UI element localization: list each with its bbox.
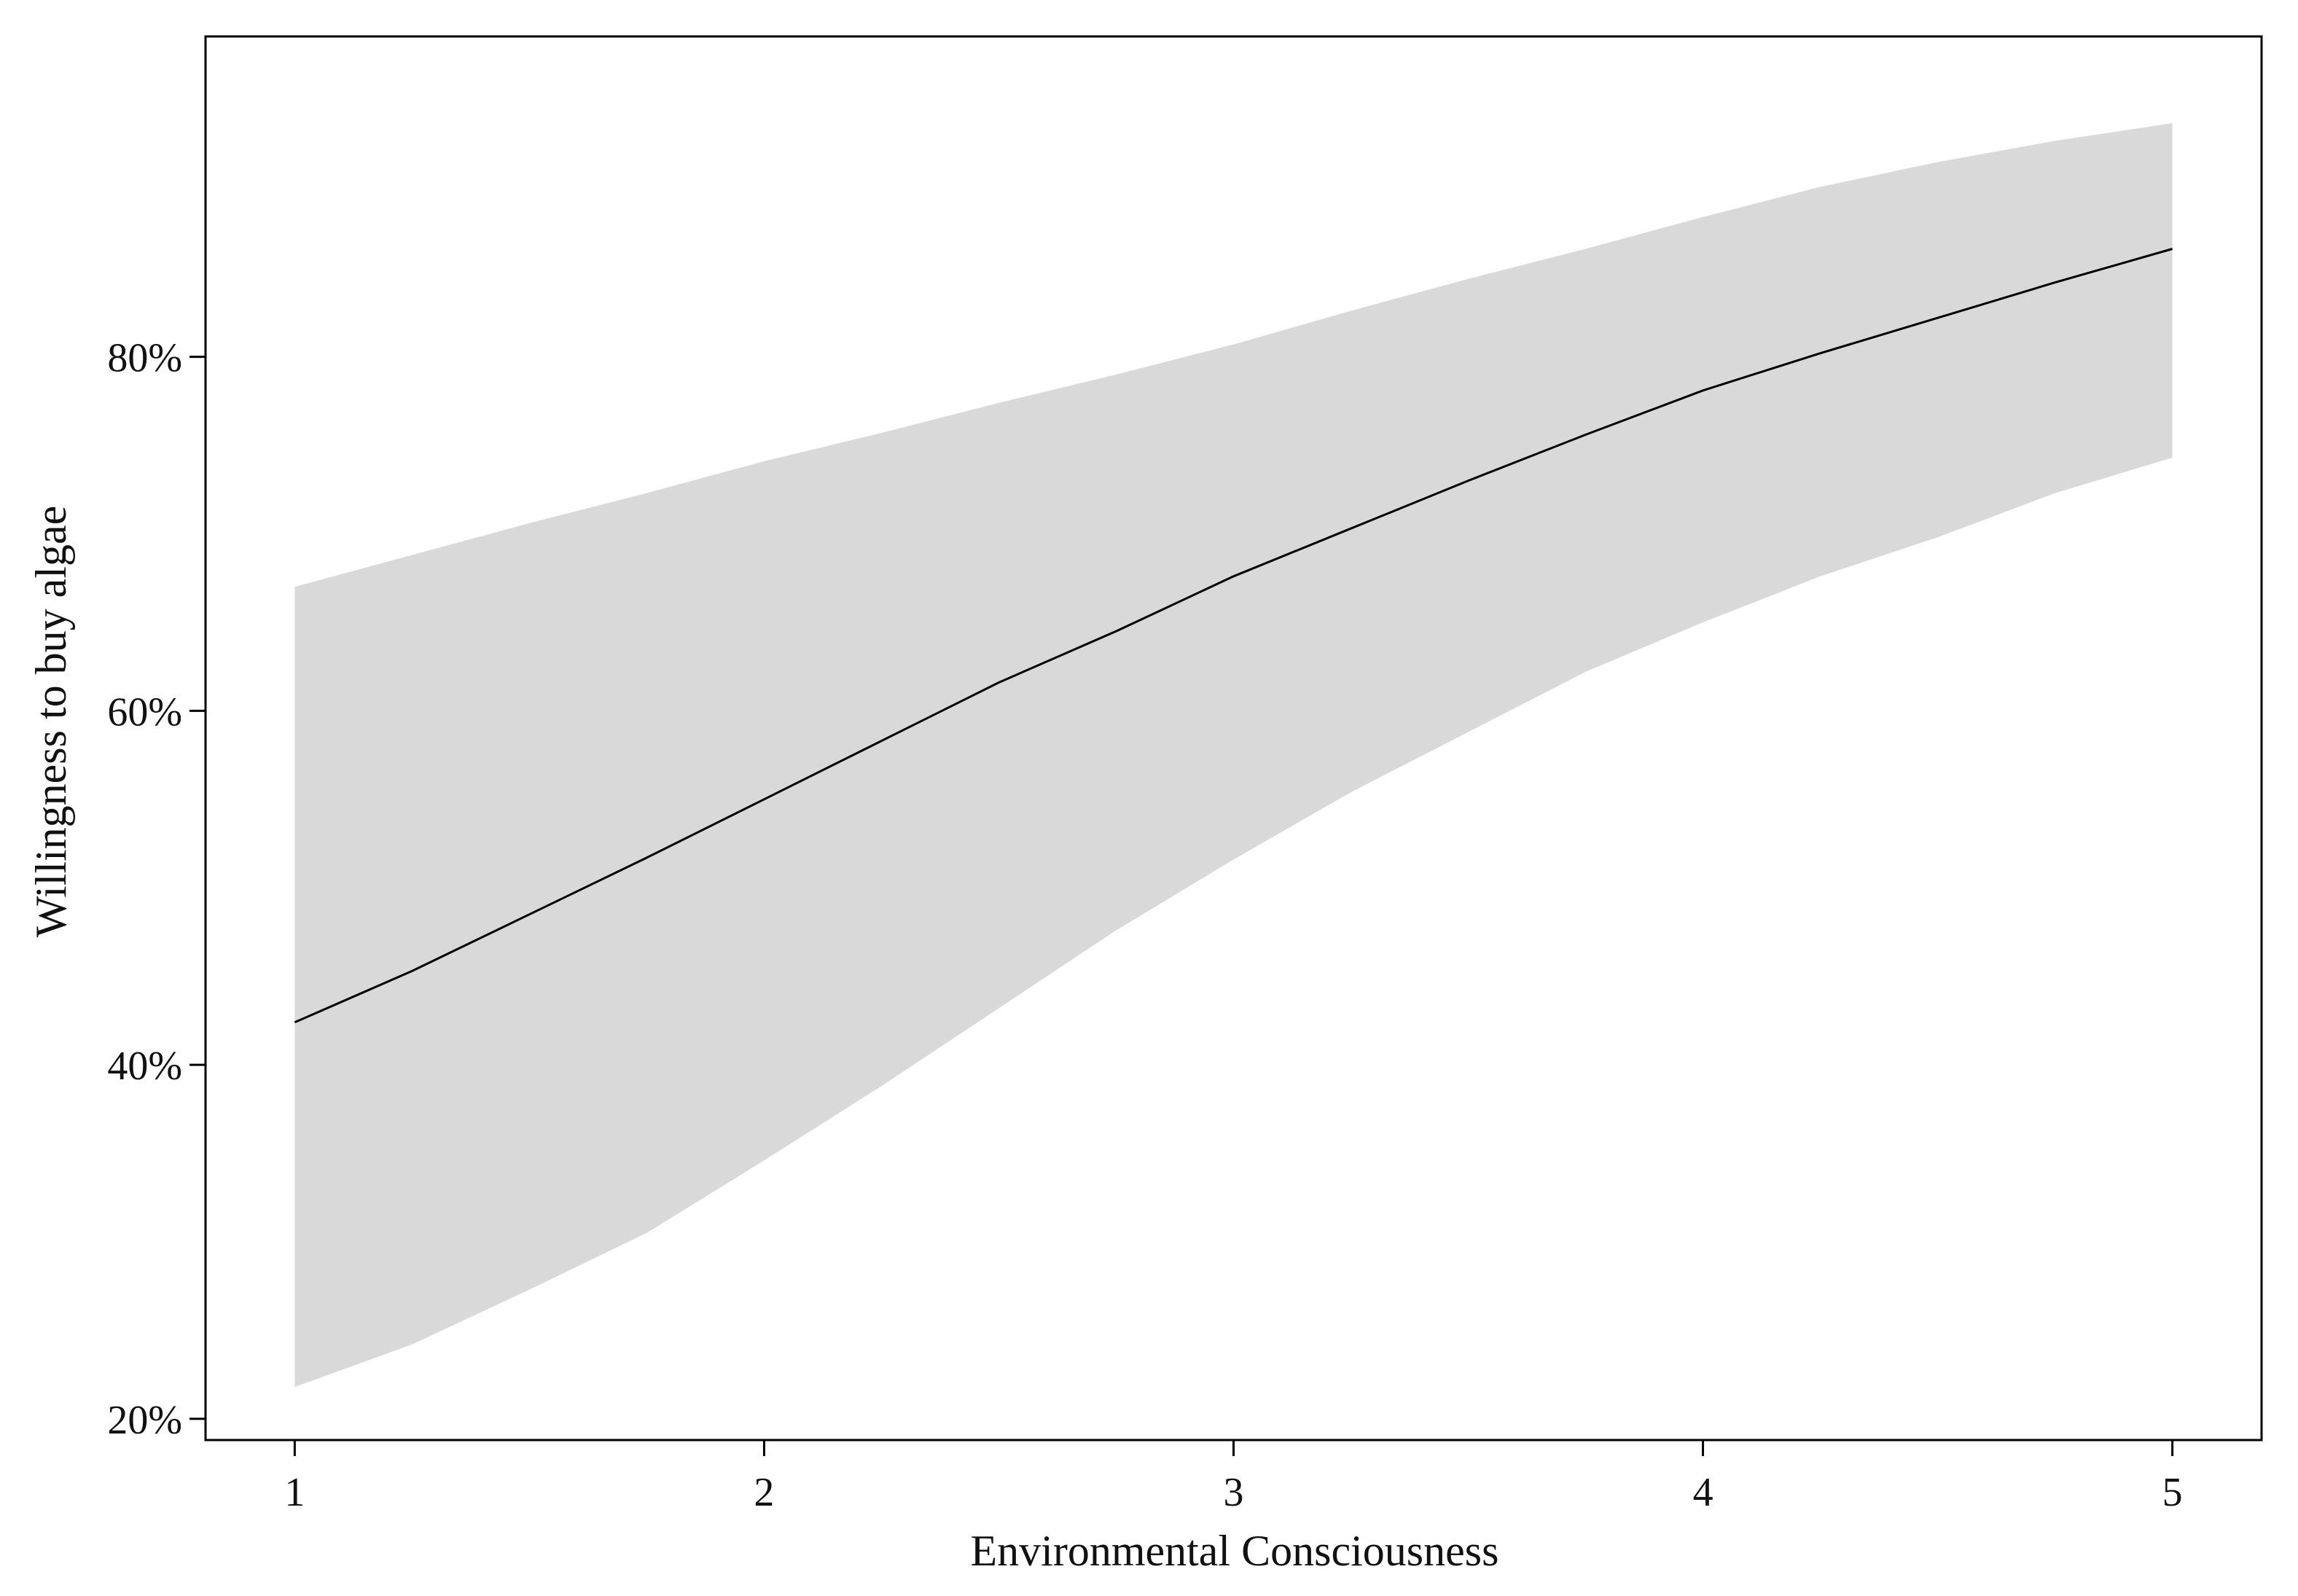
x-tick-label: 4 bbox=[1693, 1470, 1713, 1515]
confidence-band bbox=[294, 123, 2173, 1388]
plot-area bbox=[204, 35, 2263, 1442]
y-tick-label: 80% bbox=[107, 336, 182, 381]
x-axis: 1 2 3 4 5 bbox=[284, 1440, 2183, 1515]
x-tick-label: 5 bbox=[2162, 1470, 2183, 1515]
y-tick-label: 60% bbox=[107, 689, 182, 735]
y-axis-title: Willingness to buy algae bbox=[27, 506, 75, 937]
x-tick-label: 2 bbox=[754, 1470, 774, 1515]
x-tick-label: 3 bbox=[1224, 1470, 1244, 1515]
y-axis: 20% 40% 60% 80% bbox=[107, 336, 206, 1443]
fitted-line bbox=[294, 248, 2173, 1024]
x-tick-label: 1 bbox=[284, 1470, 305, 1515]
y-tick-label: 20% bbox=[107, 1398, 182, 1443]
x-axis-title: Environmental Consciousness bbox=[971, 1527, 1499, 1575]
y-tick-label: 40% bbox=[107, 1044, 182, 1089]
